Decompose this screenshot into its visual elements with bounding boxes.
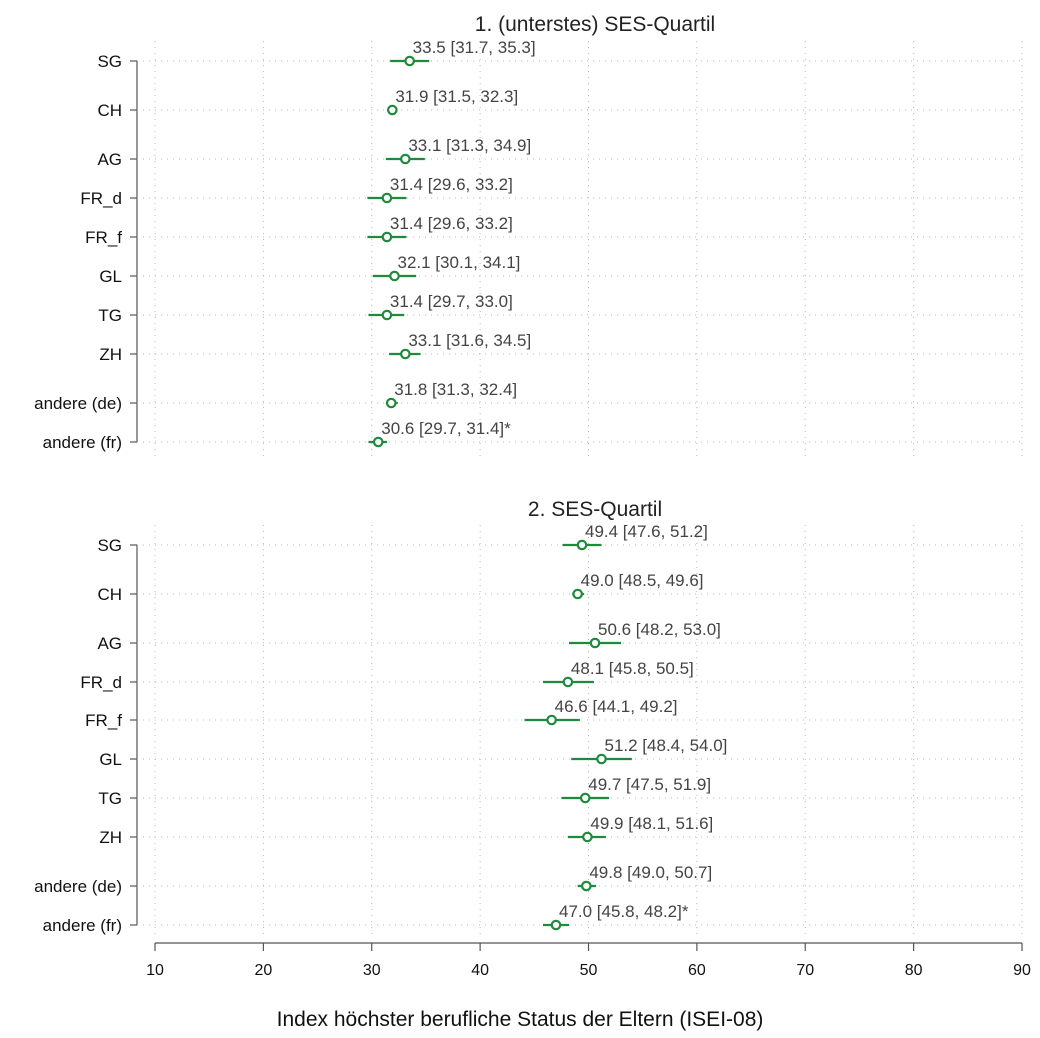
forest-row: FR_f 31.4 [29.6, 33.2] (85, 214, 1022, 247)
row-label: andere (fr) (43, 916, 122, 935)
data-label: 49.7 [47.5, 51.9] (588, 775, 711, 794)
point-estimate (582, 831, 593, 843)
data-label: 33.1 [31.6, 34.5] (408, 331, 531, 350)
forest-row: AG 50.6 [48.2, 53.0] (97, 620, 1022, 653)
forest-row: FR_d 48.1 [45.8, 50.5] (80, 659, 1022, 692)
point-estimate (387, 104, 398, 116)
point-estimate (576, 539, 588, 551)
forest-row: FR_d 31.4 [29.6, 33.2] (80, 175, 1022, 208)
x-axis: 10 20 30 40 50 60 70 80 90 (146, 942, 1031, 979)
x-tick-label: 50 (580, 962, 598, 979)
forest-row: CH 31.9 [31.5, 32.3] (97, 87, 1022, 120)
row-label: FR_f (85, 228, 122, 247)
forest-row: ZH 33.1 [31.6, 34.5] (99, 331, 1022, 364)
row-label: TG (98, 306, 122, 325)
x-tick-label: 60 (688, 962, 706, 979)
forest-row: andere (de) 49.8 [49.0, 50.7] (34, 863, 1022, 896)
forest-row: TG 49.7 [47.5, 51.9] (98, 775, 1022, 808)
data-label: 51.2 [48.4, 54.0] (605, 736, 728, 755)
x-tick-label: 70 (796, 962, 814, 979)
point-estimate (550, 919, 562, 931)
x-tick-label: 40 (471, 962, 489, 979)
data-label: 30.6 [29.7, 31.4]* (381, 419, 511, 438)
row-label: GL (99, 750, 122, 769)
row-label: andere (de) (34, 877, 122, 896)
panel-title: 1. (unterstes) SES-Quartil (475, 13, 715, 36)
panel-1: 1. (unterstes) SES-Quartil SG 33.5 [31.7, … (34, 13, 1023, 456)
data-label: 31.8 [31.3, 32.4] (394, 380, 517, 399)
x-axis-title: Index höchster berufliche Status der Elt… (277, 1008, 764, 1031)
row-label: FR_d (80, 673, 122, 692)
point-estimate (596, 753, 607, 765)
forest-row: SG 49.4 [47.6, 51.2] (97, 522, 1022, 555)
point-estimate (404, 55, 415, 67)
data-label: 32.1 [30.1, 34.1] (398, 253, 521, 272)
row-label: SG (97, 536, 122, 555)
forest-row: andere (de) 31.8 [31.3, 32.4] (34, 380, 1022, 413)
data-label: 46.6 [44.1, 49.2] (555, 697, 678, 716)
point-estimate (381, 309, 393, 321)
point-estimate (381, 231, 393, 243)
x-tick-label: 20 (254, 962, 272, 979)
row-label: SG (97, 52, 122, 71)
data-label: 49.9 [48.1, 51.6] (590, 814, 713, 833)
forest-row: ZH 49.9 [48.1, 51.6] (99, 814, 1022, 847)
point-estimate (581, 880, 592, 892)
data-label: 33.5 [31.7, 35.3] (413, 38, 536, 57)
point-estimate (381, 192, 393, 204)
x-tick-label: 30 (363, 962, 381, 979)
row-label: andere (de) (34, 394, 122, 413)
row-label: FR_d (80, 189, 122, 208)
data-label: 50.6 [48.2, 53.0] (598, 620, 721, 639)
row-label: FR_f (85, 711, 122, 730)
row-label: ZH (99, 828, 122, 847)
point-estimate (546, 714, 557, 726)
data-label: 31.4 [29.6, 33.2] (390, 214, 513, 233)
point-estimate (572, 588, 583, 600)
panel-2: 2. SES-Quartil SG 49.4 [47.6, 51.2] CH 49.0 … (34, 498, 1023, 939)
point-estimate (579, 792, 591, 804)
point-estimate (400, 348, 411, 360)
data-label: 31.9 [31.5, 32.3] (395, 87, 518, 106)
data-label: 47.0 [45.8, 48.2]* (559, 902, 689, 921)
panel-title: 2. SES-Quartil (528, 498, 662, 521)
row-label: CH (97, 101, 122, 120)
forest-row: AG 33.1 [31.3, 34.9] (97, 136, 1022, 169)
data-label: 48.1 [45.8, 50.5] (571, 659, 694, 678)
row-label: AG (97, 150, 122, 169)
row-label: ZH (99, 345, 122, 364)
point-estimate (562, 676, 574, 688)
point-estimate (589, 637, 601, 649)
forest-row: andere (fr) 47.0 [45.8, 48.2]* (43, 902, 1022, 935)
panels: 1. (unterstes) SES-Quartil SG 33.5 [31.7, … (34, 13, 1023, 939)
row-label: GL (99, 267, 122, 286)
point-estimate (400, 153, 411, 165)
forest-row: GL 51.2 [48.4, 54.0] (99, 736, 1022, 769)
forest-row: TG 31.4 [29.7, 33.0] (98, 292, 1022, 325)
data-label: 31.4 [29.6, 33.2] (390, 175, 513, 194)
forest-row: GL 32.1 [30.1, 34.1] (99, 253, 1022, 286)
forest-row: FR_f 46.6 [44.1, 49.2] (85, 697, 1022, 730)
x-tick-label: 10 (146, 962, 164, 979)
row-label: TG (98, 789, 122, 808)
data-label: 49.4 [47.6, 51.2] (585, 522, 708, 541)
data-label: 49.8 [49.0, 50.7] (589, 863, 712, 882)
data-label: 31.4 [29.7, 33.0] (390, 292, 513, 311)
point-estimate (389, 270, 400, 282)
point-estimate (385, 397, 397, 409)
row-label: CH (97, 585, 122, 604)
x-tick-label: 90 (1013, 962, 1031, 979)
forest-row: CH 49.0 [48.5, 49.6] (97, 571, 1022, 604)
row-label: AG (97, 634, 122, 653)
data-label: 33.1 [31.3, 34.9] (408, 136, 531, 155)
x-tick-label: 80 (905, 962, 923, 979)
data-label: 49.0 [48.5, 49.6] (581, 571, 704, 590)
forest-row: SG 33.5 [31.7, 35.3] (97, 38, 1022, 71)
point-estimate (372, 436, 384, 448)
row-label: andere (fr) (43, 433, 122, 452)
forest-row: andere (fr) 30.6 [29.7, 31.4]* (43, 419, 1022, 452)
